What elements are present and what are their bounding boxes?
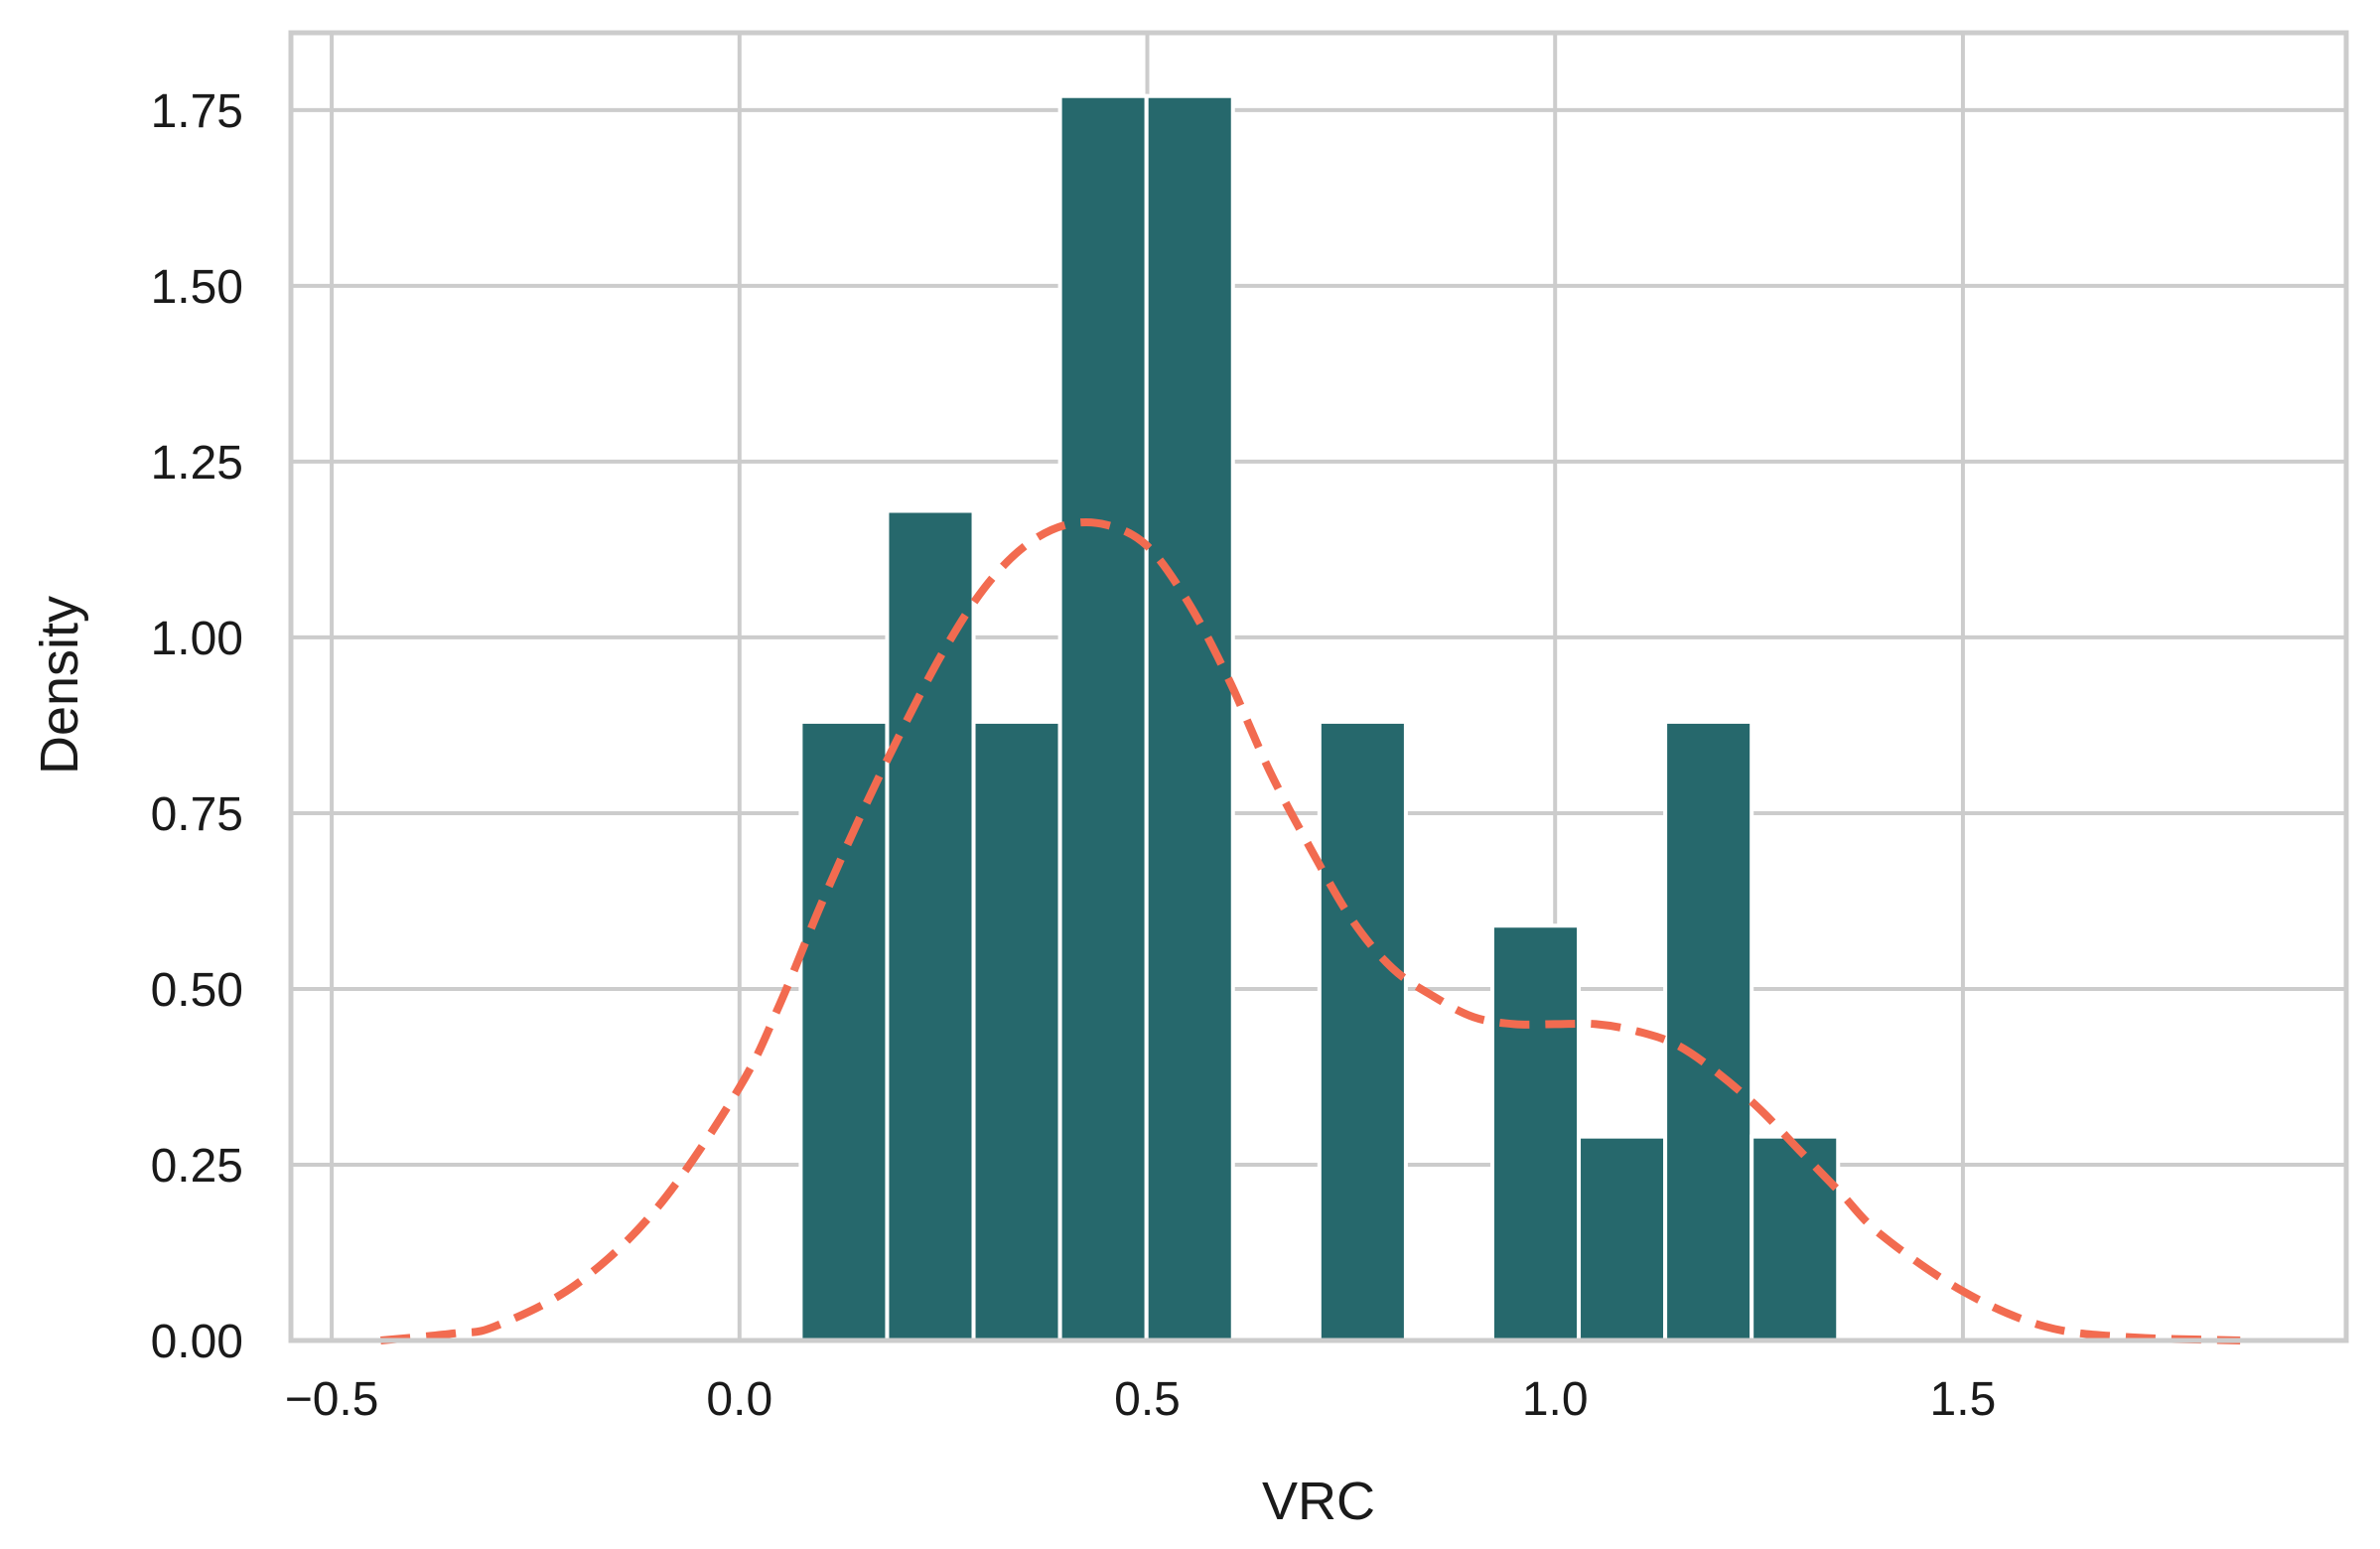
x-tick-label: 0.0 — [706, 1373, 772, 1426]
histogram-bar — [798, 719, 890, 1342]
x-tick-labels: −0.5 0.0 0.5 1.0 1.5 — [285, 1373, 1997, 1426]
y-tick-label: 1.50 — [151, 261, 243, 314]
y-tick-label: 1.00 — [151, 613, 243, 665]
y-tick-label: 0.00 — [151, 1316, 243, 1368]
y-tick-label: 1.25 — [151, 437, 243, 490]
histogram-bar — [1144, 93, 1235, 1342]
x-tick-label: 0.5 — [1114, 1373, 1181, 1426]
histogram-bar — [1750, 1134, 1841, 1342]
kde-line — [380, 517, 2241, 1344]
x-axis-label: VRC — [1262, 1472, 1375, 1531]
y-tick-label: 0.25 — [151, 1140, 243, 1193]
y-tick-label: 0.75 — [151, 788, 243, 841]
y-tick-label: 1.75 — [151, 85, 243, 138]
histogram-bars — [798, 93, 1841, 1342]
histogram-bar — [971, 719, 1062, 1342]
x-tick-label: 1.0 — [1522, 1373, 1589, 1426]
y-axis-label: Density — [30, 596, 89, 774]
histogram-bar — [885, 508, 976, 1342]
histogram-bar — [1663, 719, 1754, 1342]
histogram-bar — [1317, 719, 1408, 1342]
y-tick-labels: 0.00 0.25 0.50 0.75 1.00 1.25 1.50 1.75 — [151, 85, 243, 1368]
x-tick-label: −0.5 — [285, 1373, 379, 1426]
x-tick-label: 1.5 — [1930, 1373, 1997, 1426]
histogram-bar — [1489, 923, 1582, 1342]
histogram-bar — [1577, 1134, 1668, 1342]
plot-frame — [288, 30, 2349, 1343]
y-tick-label: 0.50 — [151, 964, 243, 1017]
histogram-bar — [1057, 93, 1149, 1342]
kde-curve-group — [380, 517, 2241, 1344]
